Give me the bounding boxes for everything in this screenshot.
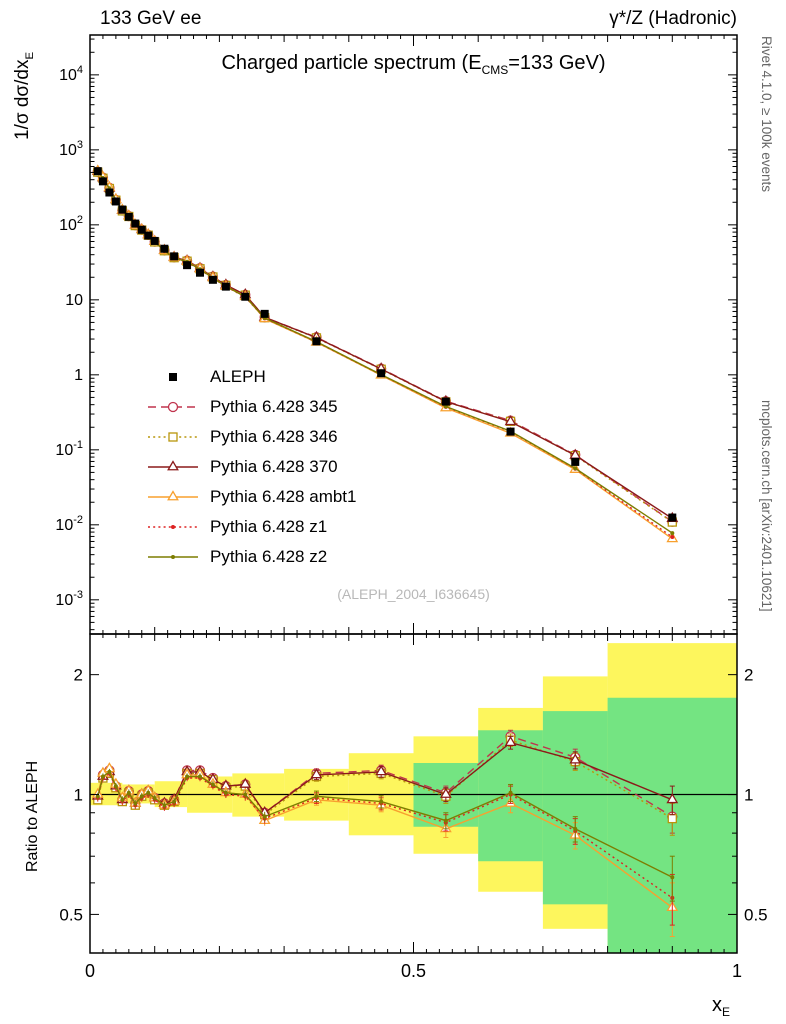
legend-label: Pythia 6.428 ambt1 [210, 487, 357, 506]
svg-text:1: 1 [732, 961, 742, 981]
legend-item: Pythia 6.428 345 [146, 392, 356, 422]
x-axis-label: xE [712, 994, 731, 1019]
rivet-version-note: Rivet 4.1.0, ≥ 100k events [759, 36, 774, 192]
svg-text:10-1: 10-1 [55, 439, 83, 459]
mcplots-arxiv-note: mcplots.cern.ch [arXiv:2401.10621] [759, 400, 774, 612]
legend-label: Pythia 6.428 370 [210, 457, 338, 476]
svg-text:104: 104 [59, 64, 83, 84]
svg-text:0: 0 [85, 961, 95, 981]
legend-label: Pythia 6.428 z1 [210, 517, 328, 536]
svg-text:2: 2 [74, 666, 83, 685]
plot-title: Charged particle spectrum (ECMS=133 GeV) [90, 52, 737, 77]
svg-text:10-3: 10-3 [55, 589, 83, 609]
svg-text:10: 10 [65, 292, 83, 309]
plot-title-suffix: =133 GeV) [508, 52, 606, 74]
svg-text:0.5: 0.5 [59, 905, 83, 924]
legend-label: Pythia 6.428 z2 [210, 547, 328, 566]
plot-title-subscript: CMS [481, 63, 509, 77]
legend-label: Pythia 6.428 345 [210, 397, 338, 416]
svg-text:10-2: 10-2 [55, 514, 83, 534]
legend-item: Pythia 6.428 z2 [146, 542, 356, 572]
svg-text:1: 1 [74, 367, 83, 384]
legend-marker-icon [148, 432, 198, 442]
ratio-axis-label: Ratio to ALEPH [24, 760, 41, 872]
legend-marker-icon [169, 373, 177, 381]
svg-text:1: 1 [74, 786, 83, 805]
legend-label: Pythia 6.428 346 [210, 427, 338, 446]
svg-text:0.5: 0.5 [744, 905, 768, 924]
legend-marker-icon [148, 401, 198, 413]
legend-label: ALEPH [210, 367, 266, 386]
legend-marker-icon [148, 555, 198, 559]
header-process: γ*/Z (Hadronic) [609, 8, 737, 29]
svg-text:102: 102 [59, 214, 83, 234]
legend-marker-icon [148, 490, 198, 501]
legend-item: Pythia 6.428 z1 [146, 512, 356, 542]
svg-text:2: 2 [744, 666, 753, 685]
svg-text:1: 1 [744, 786, 753, 805]
plot-title-text: Charged particle spectrum (E [221, 52, 482, 74]
y-axis-label: 1/σ dσ/dxE [12, 51, 36, 140]
analysis-watermark: (ALEPH_2004_I636645) [337, 586, 490, 602]
legend-item: Pythia 6.428 ambt1 [146, 482, 356, 512]
legend: ALEPH Pythia 6.428 345 Pythia 6.428 346 Pyt… [146, 362, 356, 572]
svg-text:0.5: 0.5 [401, 961, 426, 981]
legend-marker-icon [148, 460, 198, 471]
header-beam-energy: 133 GeV ee [100, 8, 202, 29]
legend-marker-icon [148, 525, 198, 529]
legend-item: ALEPH [146, 362, 356, 392]
svg-text:103: 103 [59, 139, 83, 159]
legend-item: Pythia 6.428 370 [146, 452, 356, 482]
legend-item: Pythia 6.428 346 [146, 422, 356, 452]
